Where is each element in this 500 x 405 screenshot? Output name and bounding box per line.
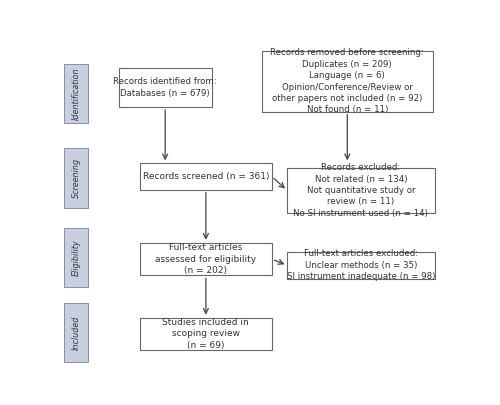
Text: Included: Included	[72, 315, 80, 350]
Text: Identification: Identification	[72, 68, 80, 120]
FancyBboxPatch shape	[140, 318, 272, 350]
FancyBboxPatch shape	[64, 228, 88, 287]
Text: Full-text articles
assessed for eligibility
(n = 202): Full-text articles assessed for eligibil…	[156, 243, 256, 275]
FancyBboxPatch shape	[140, 243, 272, 275]
FancyBboxPatch shape	[262, 51, 432, 112]
Text: Studies included in
scoping review
(n = 69): Studies included in scoping review (n = …	[162, 318, 249, 350]
FancyBboxPatch shape	[64, 148, 88, 208]
FancyBboxPatch shape	[64, 303, 88, 362]
FancyBboxPatch shape	[118, 68, 212, 107]
Text: Screening: Screening	[72, 158, 80, 198]
Text: Records removed before screening:
Duplicates (n = 209)
Language (n = 6)
Opinion/: Records removed before screening: Duplic…	[270, 48, 424, 115]
FancyBboxPatch shape	[287, 252, 434, 279]
FancyBboxPatch shape	[287, 168, 434, 213]
Text: Records screened (n = 361): Records screened (n = 361)	[142, 172, 269, 181]
Text: Records identified from:
Databases (n = 679): Records identified from: Databases (n = …	[114, 77, 217, 98]
Text: Eligibility: Eligibility	[72, 239, 80, 276]
Text: Records excluded:
Not related (n = 134)
Not quantitative study or
review (n = 11: Records excluded: Not related (n = 134) …	[294, 163, 428, 218]
Text: Full-text articles excluded:
Unclear methods (n = 35)
SI instrument inadequate (: Full-text articles excluded: Unclear met…	[286, 249, 435, 281]
FancyBboxPatch shape	[140, 163, 272, 190]
FancyBboxPatch shape	[64, 64, 88, 124]
